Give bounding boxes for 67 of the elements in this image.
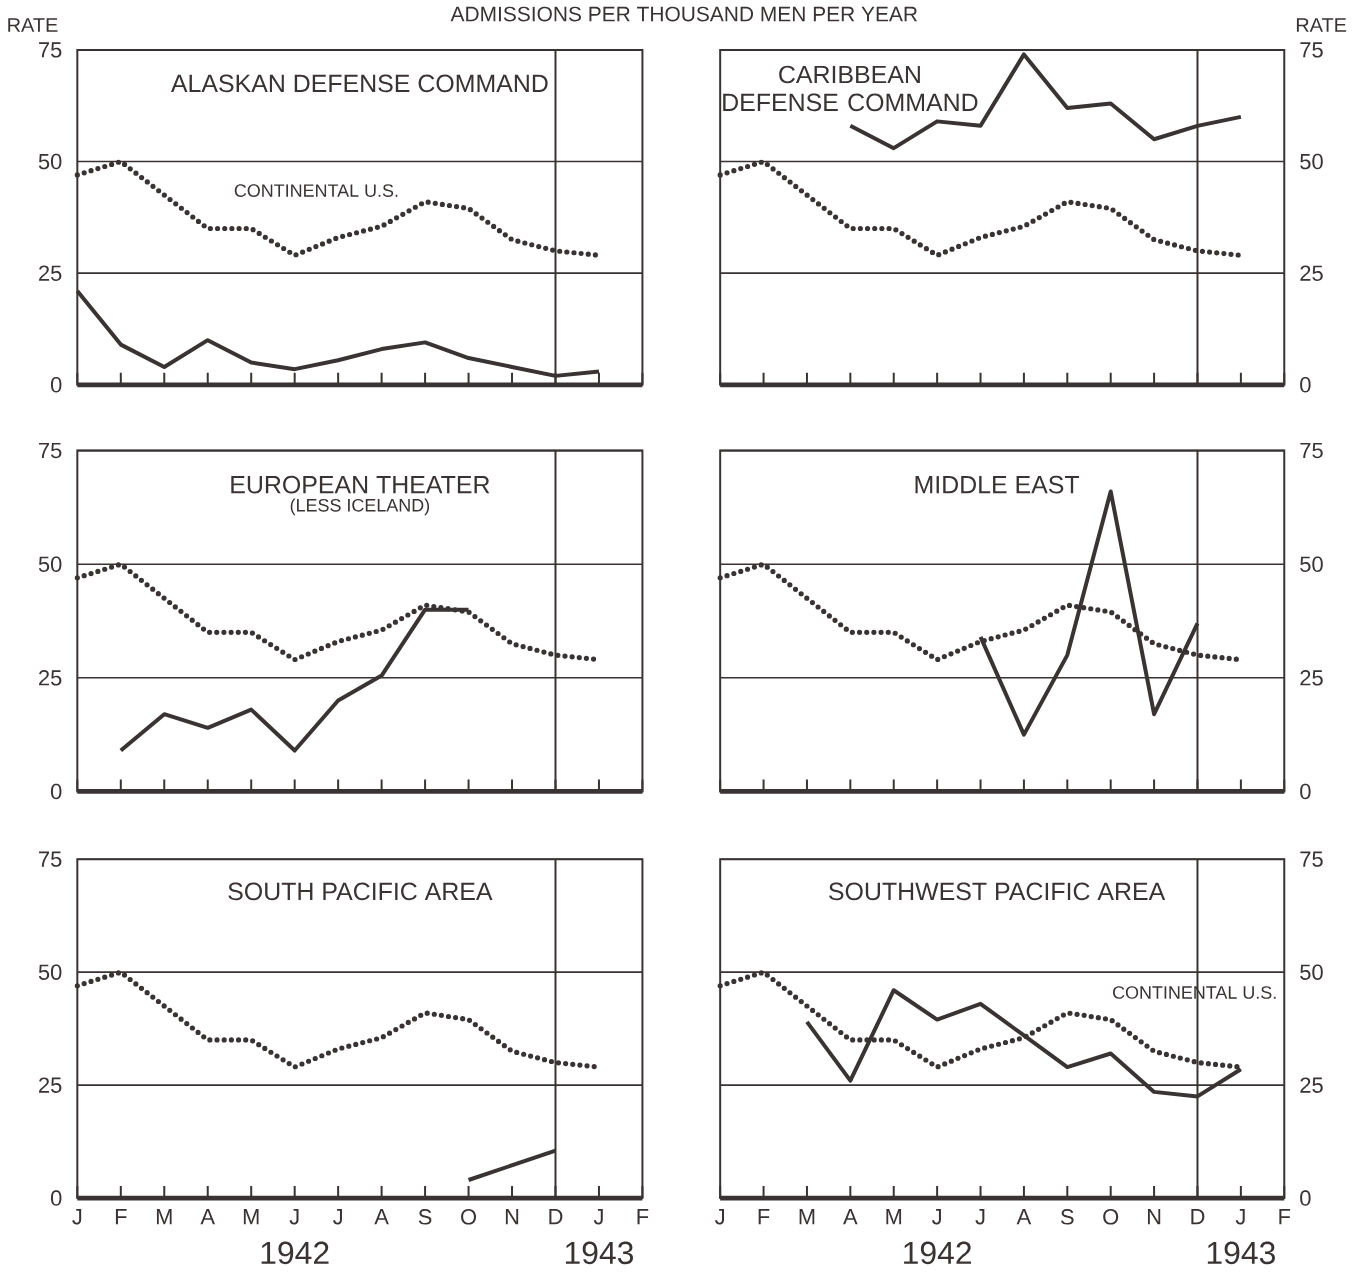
y-axis-title: RATE	[1296, 18, 1347, 32]
y-axis-title: RATE	[8, 18, 58, 32]
x-tick-label: J	[931, 1209, 941, 1225]
y-tick-label: 25	[39, 1077, 62, 1093]
x-tick-label: J	[593, 1209, 603, 1225]
x-tick-label: M	[156, 1209, 172, 1225]
x-tick-label: O	[1103, 1209, 1119, 1225]
x-tick-label: D	[549, 1209, 563, 1225]
text: EUROPEAN THEATER	[231, 475, 490, 494]
y-tick-label: 75	[39, 42, 62, 58]
y-tick-label: 75	[1300, 851, 1323, 867]
text: MIDDLE EAST	[915, 475, 1080, 494]
x-tick-label: S	[418, 1209, 432, 1225]
x-tick-label: J	[1235, 1209, 1245, 1225]
x-tick-label: F	[1279, 1209, 1291, 1225]
y-tick-label: 25	[39, 265, 62, 282]
x-tick-label: O	[461, 1209, 477, 1225]
x-tick-label: A	[843, 1209, 858, 1225]
x-tick-label: N	[505, 1209, 519, 1225]
x-tick-label: M	[886, 1209, 902, 1225]
x-tick-label: S	[1061, 1209, 1074, 1225]
y-tick-label: 0	[50, 377, 62, 393]
x-tick-label: F	[758, 1209, 770, 1225]
text: SOUTH PACIFIC AREA	[228, 882, 493, 901]
text: ALASKAN DEFENSE COMMAND	[170, 74, 548, 93]
y-tick-label: 75	[39, 851, 62, 867]
text: 1943	[1207, 1241, 1275, 1265]
text: (LESS ICELAND)	[290, 498, 430, 516]
series-label: CONTINENTAL U.S.	[234, 184, 398, 198]
x-tick-label: J	[289, 1209, 299, 1225]
x-tick-label: D	[1191, 1209, 1205, 1225]
y-tick-label: 25	[39, 670, 62, 686]
y-tick-label: 0	[1300, 783, 1311, 800]
x-tick-label: J	[715, 1209, 724, 1225]
x-tick-label: N	[1147, 1209, 1161, 1225]
y-tick-label: 0	[1300, 1190, 1311, 1206]
y-tick-label: 25	[1300, 265, 1323, 282]
text: 1942	[904, 1241, 971, 1265]
x-tick-label: J	[333, 1209, 342, 1225]
x-tick-label: J	[975, 1209, 985, 1225]
text: ADMISSIONS PER THOUSAND MEN PER YEAR	[450, 6, 918, 22]
x-tick-label: A	[200, 1209, 215, 1225]
y-tick-label: 50	[38, 153, 62, 170]
x-tick-label: A	[1016, 1209, 1032, 1225]
text: CARIBBEAN DEFENSE COMMAND	[723, 65, 978, 112]
y-tick-label: 50	[38, 964, 62, 981]
text: 1943	[565, 1241, 633, 1265]
y-tick-label: 75	[39, 443, 62, 459]
y-tick-label: 75	[1300, 443, 1323, 459]
y-tick-label: 50	[1300, 556, 1323, 573]
y-tick-label: 50	[1300, 964, 1323, 981]
y-tick-label: 0	[50, 783, 62, 800]
x-tick-label: M	[243, 1209, 259, 1225]
x-tick-label: A	[374, 1209, 389, 1225]
y-tick-label: 75	[1300, 42, 1323, 58]
text: SOUTHWEST PACIFIC AREA	[829, 882, 1166, 901]
y-tick-label: 25	[1300, 670, 1323, 686]
x-tick-label: F	[637, 1209, 649, 1225]
y-tick-label: 0	[50, 1190, 62, 1206]
x-tick-label: F	[115, 1209, 127, 1225]
y-tick-label: 0	[1300, 377, 1311, 393]
y-tick-label: 50	[1300, 153, 1323, 170]
x-tick-label: J	[72, 1209, 82, 1225]
y-tick-label: 50	[38, 556, 62, 573]
text: 1942	[261, 1241, 329, 1265]
y-tick-label: 25	[1300, 1077, 1323, 1093]
x-tick-label: M	[799, 1209, 815, 1225]
